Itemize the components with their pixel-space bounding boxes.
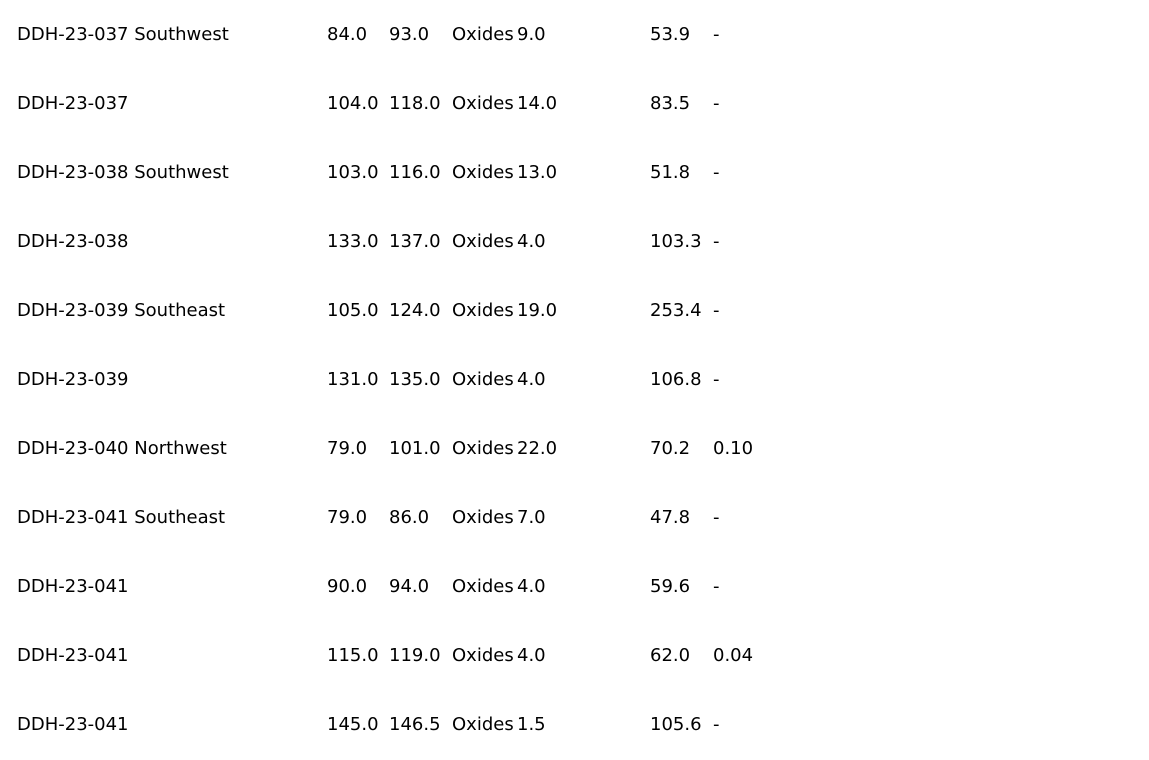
table-row: DDH-23-041 145.0 146.5 Oxides 1.5 105.6- <box>0 713 1149 737</box>
to-value: 119.0 <box>389 645 441 666</box>
to-value: 116.0 <box>389 162 441 183</box>
table-row: DDH-23-038 133.0 137.0 Oxides 4.0 103.3- <box>0 230 1149 254</box>
au-value: - <box>713 24 720 45</box>
ag-value: 62.0 <box>650 645 691 666</box>
from-value: 103.0 <box>327 162 379 183</box>
hole-id: DDH-23-039 Southeast <box>17 300 226 321</box>
table-row: DDH-23-037 104.0 118.0 Oxides 14.0 83.5 - <box>0 92 1149 116</box>
zone-type: Oxides <box>452 24 514 45</box>
ag-value: 103.3 <box>650 231 702 252</box>
length-value: 4.0 <box>517 369 546 390</box>
table-row: DDH-23-041 115.0 119.0 Oxides 4.0 62.0 0.04 <box>0 644 1149 668</box>
from-value: 90.0 <box>327 576 368 597</box>
au-value: - <box>713 300 720 321</box>
zone-type: Oxides <box>452 576 514 597</box>
to-value: 101.0 <box>389 438 441 459</box>
hole-id: DDH-23-038 <box>17 231 129 252</box>
from-value: 145.0 <box>327 714 379 735</box>
ag-value: 59.6 <box>650 576 691 597</box>
table-row: DDH-23-041 90.0 94.0 Oxides 4.0 59.6 - <box>0 575 1149 599</box>
to-value: 124.0 <box>389 300 441 321</box>
length-value: 22.0 <box>517 438 558 459</box>
au-value: - <box>713 576 720 597</box>
table-row: DDH-23-041 Southeast 79.0 86.0 Oxides 7.0 47.… <box>0 506 1149 530</box>
au-value: 0.10 <box>713 438 754 459</box>
table-row: DDH-23-039 Southeast 105.0 124.0 Oxides 19.0… <box>0 299 1149 323</box>
hole-id: DDH-23-037 <box>17 93 129 114</box>
from-value: 133.0 <box>327 231 379 252</box>
zone-type: Oxides <box>452 162 514 183</box>
from-value: 79.0 <box>327 507 368 528</box>
length-value: 4.0 <box>517 645 546 666</box>
au-value: - <box>713 93 720 114</box>
zone-type: Oxides <box>452 645 514 666</box>
hole-id: DDH-23-039 <box>17 369 129 390</box>
zone-type: Oxides <box>452 714 514 735</box>
from-value: 104.0 <box>327 93 379 114</box>
ag-value: 105.6 <box>650 714 702 735</box>
au-value: 0.04 <box>713 645 754 666</box>
table-row: DDH-23-038 Southwest 103.0 116.0 Oxides 13.0… <box>0 161 1149 185</box>
length-value: 14.0 <box>517 93 558 114</box>
ag-value: 106.8 <box>650 369 702 390</box>
hole-id: DDH-23-037 Southwest <box>17 24 229 45</box>
length-value: 19.0 <box>517 300 558 321</box>
ag-value: 83.5 <box>650 93 691 114</box>
length-value: 13.0 <box>517 162 558 183</box>
length-value: 1.5 <box>517 714 546 735</box>
zone-type: Oxides <box>452 438 514 459</box>
to-value: 146.5 <box>389 714 441 735</box>
zone-type: Oxides <box>452 300 514 321</box>
table-row: DDH-23-040 Northwest 79.0 101.0 Oxides 22.0 7… <box>0 437 1149 461</box>
from-value: 131.0 <box>327 369 379 390</box>
length-value: 9.0 <box>517 24 546 45</box>
ag-value: 70.2 <box>650 438 691 459</box>
au-value: - <box>713 714 720 735</box>
ag-value: 47.8 <box>650 507 691 528</box>
table-row: DDH-23-039 131.0 135.0 Oxides 4.0 106.8- <box>0 368 1149 392</box>
zone-type: Oxides <box>452 93 514 114</box>
ag-value: 51.8 <box>650 162 691 183</box>
length-value: 4.0 <box>517 576 546 597</box>
zone-type: Oxides <box>452 369 514 390</box>
to-value: 93.0 <box>389 24 430 45</box>
hole-id: DDH-23-038 Southwest <box>17 162 229 183</box>
from-value: 105.0 <box>327 300 379 321</box>
table-row: DDH-23-037 Southwest 84.0 93.0 Oxides 9.0 53.… <box>0 23 1149 47</box>
au-value: - <box>713 231 720 252</box>
hole-id: DDH-23-041 <box>17 714 129 735</box>
to-value: 137.0 <box>389 231 441 252</box>
to-value: 118.0 <box>389 93 441 114</box>
hole-id: DDH-23-041 Southeast <box>17 507 226 528</box>
length-value: 7.0 <box>517 507 546 528</box>
au-value: - <box>713 369 720 390</box>
au-value: - <box>713 507 720 528</box>
hole-id: DDH-23-041 <box>17 576 129 597</box>
zone-type: Oxides <box>452 507 514 528</box>
hole-id: DDH-23-040 Northwest <box>17 438 227 459</box>
ag-value: 253.4 <box>650 300 702 321</box>
length-value: 4.0 <box>517 231 546 252</box>
from-value: 84.0 <box>327 24 368 45</box>
to-value: 135.0 <box>389 369 441 390</box>
from-value: 115.0 <box>327 645 379 666</box>
ag-value: 53.9 <box>650 24 691 45</box>
to-value: 86.0 <box>389 507 430 528</box>
au-value: - <box>713 162 720 183</box>
zone-type: Oxides <box>452 231 514 252</box>
from-value: 79.0 <box>327 438 368 459</box>
to-value: 94.0 <box>389 576 430 597</box>
hole-id: DDH-23-041 <box>17 645 129 666</box>
